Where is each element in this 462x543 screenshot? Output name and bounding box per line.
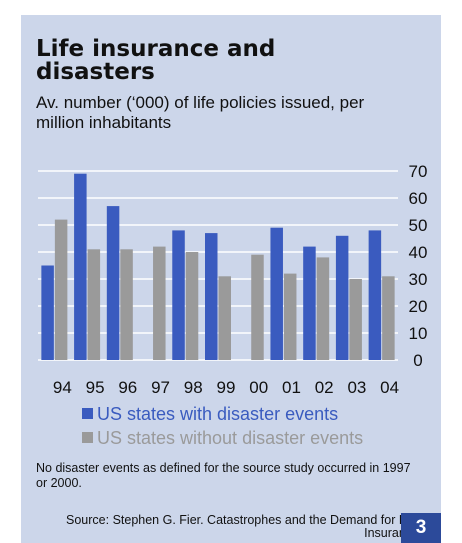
bar: [382, 276, 395, 360]
bar: [335, 235, 349, 360]
y-tick-label: 0: [413, 351, 422, 370]
legend-label-with-disasters: US states with disaster events: [97, 404, 339, 424]
y-tick-label: 60: [409, 189, 428, 208]
bar: [349, 279, 362, 360]
bar: [172, 230, 185, 360]
y-tick-label: 30: [409, 270, 428, 289]
legend-label-without-disasters: US states without disaster events: [97, 428, 364, 448]
bar: [87, 249, 101, 360]
bar: [270, 227, 283, 360]
x-tick-label: 98: [184, 378, 203, 397]
y-tick-label: 20: [409, 297, 428, 316]
x-tick-label: 04: [380, 378, 399, 397]
bar: [185, 252, 199, 360]
bar: [283, 273, 297, 360]
legend-swatch-with-disasters: [82, 408, 93, 419]
y-axis-ticks: 0 10 20 30 40 50 60 70: [409, 162, 428, 370]
page-number-badge: 3: [401, 513, 441, 543]
source-note: Source: Stephen G. Fier. Catastrophes an…: [66, 513, 419, 540]
legend-item-with-disasters: US states with disaster events: [82, 404, 338, 424]
bar: [153, 246, 166, 360]
x-tick-label: 99: [217, 378, 236, 397]
legend-swatch-without-disasters: [82, 432, 93, 443]
x-tick-label: 00: [249, 378, 268, 397]
bar: [41, 265, 54, 360]
x-tick-label: 95: [86, 378, 105, 397]
bar: [303, 246, 316, 360]
bar: [106, 206, 120, 360]
x-tick-label: 01: [282, 378, 301, 397]
x-tick-label: 97: [151, 378, 170, 397]
bar: [74, 173, 87, 360]
chart-subtitle: Av. number (‘000) of life policies issue…: [36, 93, 365, 132]
bar: [54, 219, 68, 360]
chart-title: Life insurance and disasters: [36, 36, 276, 85]
y-tick-label: 50: [409, 216, 428, 235]
y-tick-label: 70: [409, 162, 428, 181]
bar: [368, 230, 382, 360]
bars: [41, 173, 395, 360]
x-tick-label: 96: [118, 378, 137, 397]
bar: [205, 233, 218, 360]
bar: [120, 249, 133, 360]
x-tick-label: 03: [347, 378, 366, 397]
y-tick-label: 40: [409, 243, 428, 262]
x-tick-label: 94: [53, 378, 72, 397]
x-tick-label: 02: [315, 378, 334, 397]
footnote: No disaster events as defined for the so…: [36, 461, 411, 490]
bar: [316, 257, 330, 360]
y-tick-label: 10: [409, 324, 428, 343]
bar: [251, 254, 264, 360]
legend-item-without-disasters: US states without disaster events: [82, 428, 363, 448]
x-axis-ticks: 94 95 96 97 98 99 00 01 02 03 04: [53, 378, 399, 397]
bar: [218, 276, 231, 360]
